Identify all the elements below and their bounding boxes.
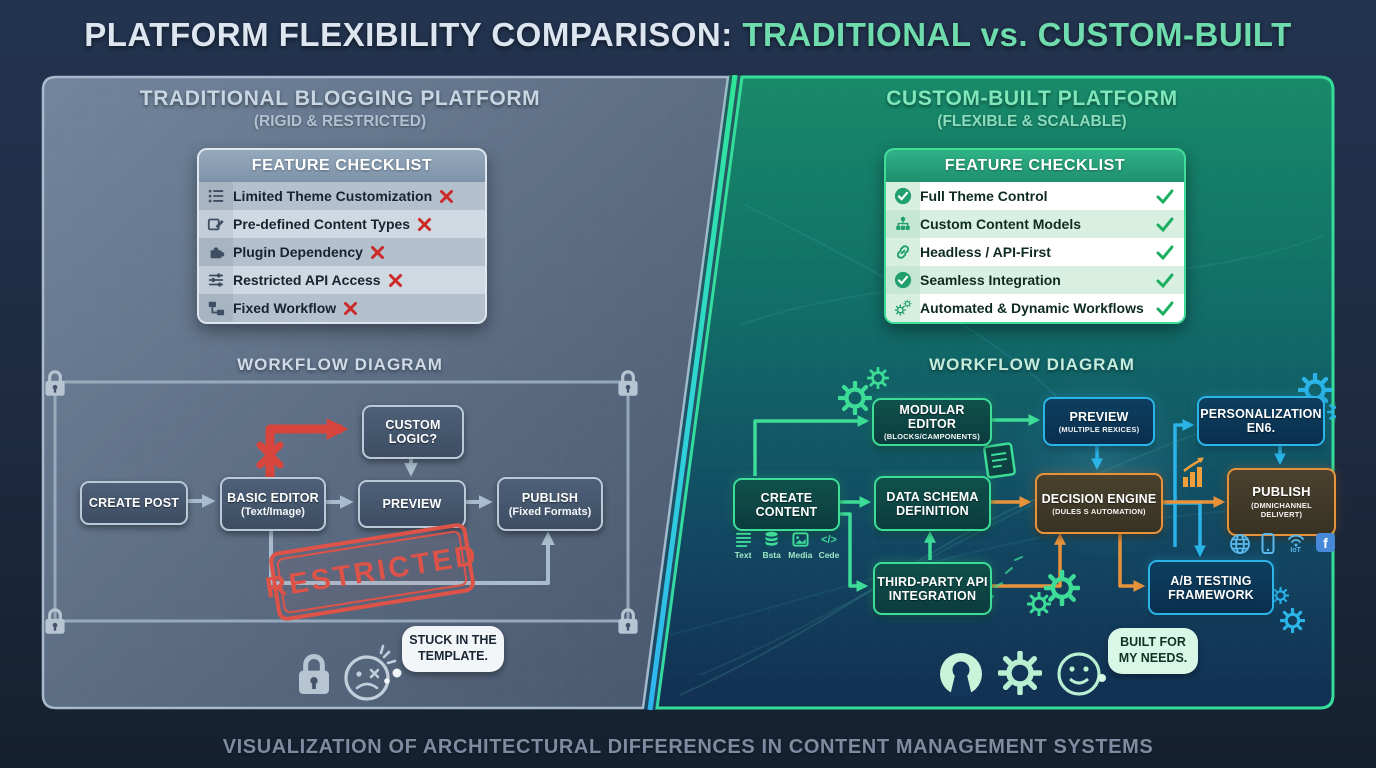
node-third-party-api: THIRD-PARTY API INTEGRATION <box>873 562 992 615</box>
check-mark-icon <box>1156 301 1174 316</box>
checklist-doc-icon <box>983 442 1016 479</box>
node-preview-left: PREVIEW <box>358 480 466 528</box>
blocked-arrow <box>265 418 349 477</box>
node-publish-right: PUBLISH (DMNICHANNEL DELIVERT) <box>1227 468 1336 536</box>
left-checklist-title: FEATURE CHECKLIST <box>199 150 485 182</box>
channel-code: </> Cede <box>816 531 842 560</box>
svg-text:</>: </> <box>821 534 837 546</box>
checklist-row: Plugin Dependency <box>199 238 485 266</box>
code-sparks <box>987 556 1023 603</box>
text-icon <box>735 532 751 547</box>
page-title: PLATFORM FLEXIBILITY COMPARISON: TRADITI… <box>0 16 1376 54</box>
checklist-row: Fixed Workflow <box>199 294 485 322</box>
left-feature-checklist: FEATURE CHECKLIST Limited Theme Customiz… <box>197 148 487 324</box>
flow-icon <box>199 294 233 322</box>
facebook-icon: f <box>1315 533 1335 552</box>
globe-icon <box>1229 533 1251 560</box>
angry-face-icon <box>344 644 397 701</box>
channel-text: Text <box>730 531 756 560</box>
check-mark-icon <box>1156 245 1174 260</box>
sliders-icon <box>199 266 233 294</box>
node-personalization-engine: PERSONALIZATION EN6. <box>1197 396 1325 446</box>
checklist-row: Headless / API-First <box>886 238 1184 266</box>
publish-channel-icons: IoT f <box>1229 533 1335 560</box>
gears-icon <box>886 294 920 322</box>
database-icon <box>765 531 778 546</box>
mobile-icon <box>1261 533 1275 560</box>
check-mark-icon <box>1156 189 1174 204</box>
comparison-canvas: TRADITIONAL BLOGGING PLATFORM (RIGID & R… <box>40 75 1336 710</box>
open-source-icon <box>940 653 982 696</box>
node-publish-left: PUBLISH (Fixed Formats) <box>497 477 603 531</box>
right-panel-subtitle: (FLEXIBLE & SCALABLE) <box>937 113 1127 130</box>
node-decision-engine: DECISION ENGINE (DULES S AUTOMATION) <box>1035 473 1163 534</box>
right-feature-checklist: FEATURE CHECKLIST Full Theme Control Cus… <box>884 148 1186 324</box>
cross-mark-icon <box>417 217 432 232</box>
bubble-tail-dot <box>384 678 390 684</box>
right-speech-bubble: BUILT FOR MY NEEDS. <box>1108 628 1198 674</box>
channel-data: Bsta <box>759 531 785 560</box>
divider-line <box>647 75 738 710</box>
checklist-row: Full Theme Control <box>886 182 1184 210</box>
cross-mark-icon <box>388 273 403 288</box>
node-modular-editor: MODULAR EDITOR (BLOCKS/CAMPONENTS) <box>872 398 992 446</box>
node-ab-testing: A/B TESTING FRAMEWORK <box>1148 560 1274 615</box>
node-create-content: CREATE CONTENT <box>733 478 840 531</box>
checklist-row: Custom Content Models <box>886 210 1184 238</box>
locked-frame <box>53 380 630 623</box>
bubble-tail-dot <box>392 668 402 678</box>
check-circle-icon <box>886 266 920 294</box>
link-icon <box>886 238 920 266</box>
left-panel-title: TRADITIONAL BLOGGING PLATFORM <box>139 87 541 110</box>
list-icon <box>199 182 233 210</box>
content-channel-icons: Text Bsta Media </> Cede <box>730 531 842 560</box>
checklist-row: Pre-defined Content Types <box>199 210 485 238</box>
cross-mark-icon <box>370 245 385 260</box>
analytics-icon <box>1183 457 1204 487</box>
smiley-icon <box>1057 652 1101 696</box>
checklist-row: Limited Theme Customization <box>199 182 485 210</box>
cross-mark-icon <box>439 189 454 204</box>
blocked-x-icon <box>256 441 284 469</box>
channel-media: Media <box>787 531 813 560</box>
left-speech-bubble: STUCK IN THE TEMPLATE. <box>402 626 504 672</box>
right-panel-title: CUSTOM-BUILT PLATFORM <box>886 87 1178 110</box>
hierarchy-icon <box>886 210 920 238</box>
checklist-row: Seamless Integration <box>886 266 1184 294</box>
green-arrows <box>753 414 1041 592</box>
orange-arrows <box>989 496 1226 592</box>
node-custom-logic: CUSTOM LOGIC? <box>362 405 464 459</box>
media-icon <box>792 532 809 547</box>
right-checklist-title: FEATURE CHECKLIST <box>886 150 1184 182</box>
right-workflow-title: WORKFLOW DIAGRAM <box>929 355 1135 374</box>
checklist-row: Automated & Dynamic Workflows <box>886 294 1184 322</box>
node-basic-editor: BASIC EDITOR (Text/Image) <box>220 477 326 531</box>
left-workflow-title: WORKFLOW DIAGRAM <box>237 355 443 374</box>
puzzle-icon <box>199 238 233 266</box>
node-data-schema: DATA SCHEMA DEFINITION <box>874 476 991 531</box>
check-mark-icon <box>1156 217 1174 232</box>
check-mark-icon <box>1156 273 1174 288</box>
iot-wifi-icon: IoT <box>1286 533 1306 554</box>
bubble-tail-dot <box>1098 674 1106 682</box>
node-preview-right: PREVIEW (MULTIPLE REXICES) <box>1043 397 1155 446</box>
node-create-post: CREATE POST <box>80 481 188 525</box>
edit-note-icon <box>199 210 233 238</box>
left-panel-subtitle: (RIGID & RESTRICTED) <box>253 113 427 130</box>
page-title-highlight: TRADITIONAL vs. CUSTOM-BUILT <box>732 16 1292 53</box>
cross-mark-icon <box>343 301 358 316</box>
page-title-prefix: PLATFORM FLEXIBILITY COMPARISON: <box>84 16 733 53</box>
check-circle-icon <box>886 182 920 210</box>
checklist-row: Restricted API Access <box>199 266 485 294</box>
footer-caption: VISUALIZATION OF ARCHITECTURAL DIFFERENC… <box>222 736 1154 758</box>
code-icon: </> <box>821 534 837 546</box>
